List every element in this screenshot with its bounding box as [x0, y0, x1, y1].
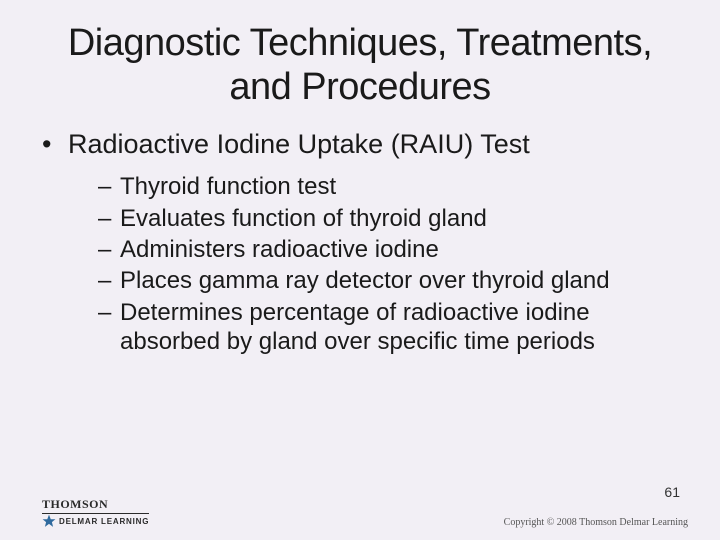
bullet-level2: Thyroid function test: [98, 172, 688, 201]
sub-bullet-list: Thyroid function test Evaluates function…: [32, 172, 688, 356]
bullet-level2: Administers radioactive iodine: [98, 235, 688, 264]
star-icon: [42, 514, 56, 528]
bullet-level2: Evaluates function of thyroid gland: [98, 204, 688, 233]
bullet-level2: Determines percentage of radioactive iod…: [98, 298, 688, 357]
slide-title: Diagnostic Techniques, Treatments, and P…: [32, 22, 688, 109]
brand-delmar-text: DELMAR LEARNING: [59, 517, 149, 526]
copyright-text: Copyright © 2008 Thomson Delmar Learning: [504, 517, 688, 528]
slide: Diagnostic Techniques, Treatments, and P…: [0, 0, 720, 540]
bullet-level2: Places gamma ray detector over thyroid g…: [98, 266, 688, 295]
brand-delmar-row: DELMAR LEARNING: [42, 514, 149, 528]
brand-thomson-text: THOMSON: [42, 497, 149, 514]
brand-logo: THOMSON DELMAR LEARNING: [42, 497, 149, 528]
footer: THOMSON DELMAR LEARNING Copyright © 2008…: [0, 497, 720, 528]
bullet-level1: Radioactive Iodine Uptake (RAIU) Test: [32, 127, 688, 162]
